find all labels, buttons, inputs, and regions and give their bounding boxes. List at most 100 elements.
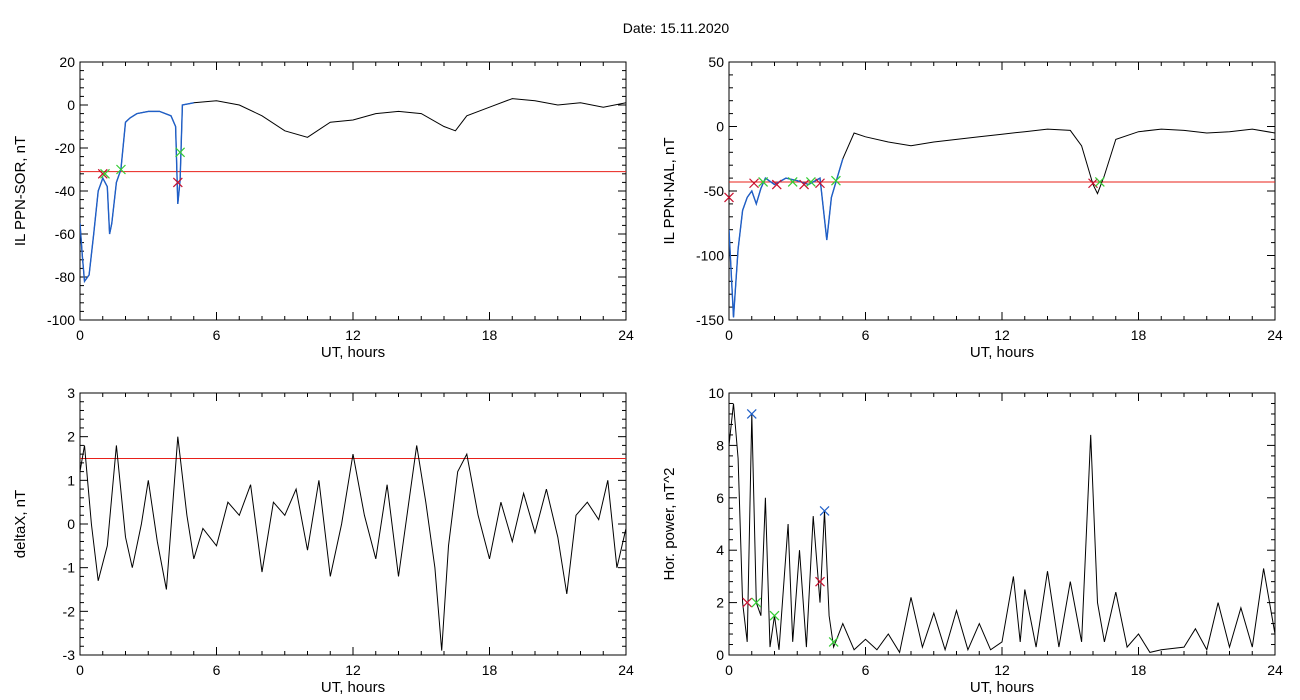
y-tick-label: -40 [55,183,75,199]
x-tick-label: 6 [213,662,221,678]
y-tick-label: -50 [704,183,724,199]
marker-stroke [749,178,759,189]
x-tick-label: 6 [213,327,221,343]
y-tick-label: 10 [708,385,724,401]
x-tick-label: 0 [76,662,84,678]
y-tick-label: -150 [696,312,724,328]
marker-green [116,164,126,175]
series-line [729,403,1275,654]
marker-green [787,177,798,187]
marker-stroke [828,636,839,647]
marker-green [769,610,780,621]
series-line [80,436,626,651]
y-tick-label: 0 [67,97,75,113]
marker-stroke [819,505,830,516]
y-tick-label: 0 [716,119,724,135]
marker-green [100,168,110,179]
x-tick-label: 24 [1267,327,1283,343]
y-tick-label: -80 [55,269,75,285]
plot-frame [79,61,627,321]
y-tick-label: -20 [55,140,75,156]
marker-stroke [742,597,753,608]
y-tick-label: 2 [716,595,724,611]
marker-green [1094,177,1105,187]
x-tick-label: 12 [345,662,361,678]
marker-stroke [97,168,108,179]
x-tick-label: 18 [482,662,498,678]
marker-stroke [1094,177,1105,187]
marker-red [749,178,759,189]
x-axis-label: UT, hours [970,344,1034,361]
x-tick-label: 6 [862,327,870,343]
marker-red [799,179,809,190]
panel-sor: 0 6 12 18 24 -100 -80 -60 -40 -20 0 20 UT, hours IL P… [12,54,634,361]
marker-stroke [805,177,816,187]
y-tick-label: 20 [59,54,75,70]
y-axis-label: deltaX, nT [12,490,29,558]
marker-stroke [799,179,809,190]
panel-nal: 0 6 12 18 24 -150 -100 -50 0 50 UT, hours IL PPN-NA… [661,54,1283,361]
marker-red [771,179,782,190]
marker-blue [746,409,757,419]
series-line [729,128,1275,318]
marker-red [742,597,753,608]
x-tick-label: 12 [994,327,1010,343]
plot-frame [728,392,1276,656]
x-tick-label: 24 [618,662,634,678]
y-axis-label: Hor. power, nT^2 [661,468,678,581]
y-tick-label: 2 [67,429,75,445]
marker-stroke [746,409,757,419]
marker-stroke [175,147,186,158]
y-tick-label: -100 [696,248,724,264]
marker-red [815,576,825,587]
x-tick-label: 24 [618,327,634,343]
x-tick-label: 12 [994,662,1010,678]
y-tick-label: 8 [716,437,724,453]
x-tick-label: 0 [76,327,84,343]
y-tick-label: 50 [708,54,724,70]
marker-red [172,177,183,188]
marker-stroke [100,168,110,179]
figure-title: Date: 15.11.2020 [622,20,730,36]
y-tick-label: 4 [716,542,724,558]
y-tick-label: -100 [47,312,75,328]
marker-red [724,192,734,203]
marker-green [805,177,816,187]
x-axis-label: UT, hours [321,679,385,696]
marker-stroke [724,192,734,203]
y-tick-label: -60 [55,226,75,242]
marker-stroke [116,164,126,175]
y-tick-label: 0 [67,516,75,532]
marker-red [97,168,108,179]
y-tick-label: -3 [63,647,76,663]
marker-stroke [771,179,782,190]
marker-green [828,636,839,647]
marker-green [751,597,762,608]
marker-stroke [1088,178,1098,189]
x-tick-label: 18 [482,327,498,343]
marker-stroke [172,177,183,188]
plot-frame [728,61,1276,321]
marker-stroke [751,597,762,608]
y-tick-label: 0 [716,647,724,663]
marker-red [815,178,825,189]
y-tick-label: 3 [67,385,75,401]
plot-frame [79,392,627,656]
marker-blue [819,505,830,516]
marker-green [175,147,186,158]
x-tick-label: 0 [725,327,733,343]
x-axis-label: UT, hours [970,679,1034,696]
highlight-line [80,102,194,284]
marker-stroke [815,178,825,189]
x-tick-label: 0 [725,662,733,678]
y-tick-label: -1 [63,560,76,576]
x-tick-label: 18 [1131,662,1147,678]
x-tick-label: 24 [1267,662,1283,678]
x-tick-label: 12 [345,327,361,343]
x-tick-label: 6 [862,662,870,678]
marker-stroke [758,177,769,187]
y-tick-label: 1 [67,472,75,488]
